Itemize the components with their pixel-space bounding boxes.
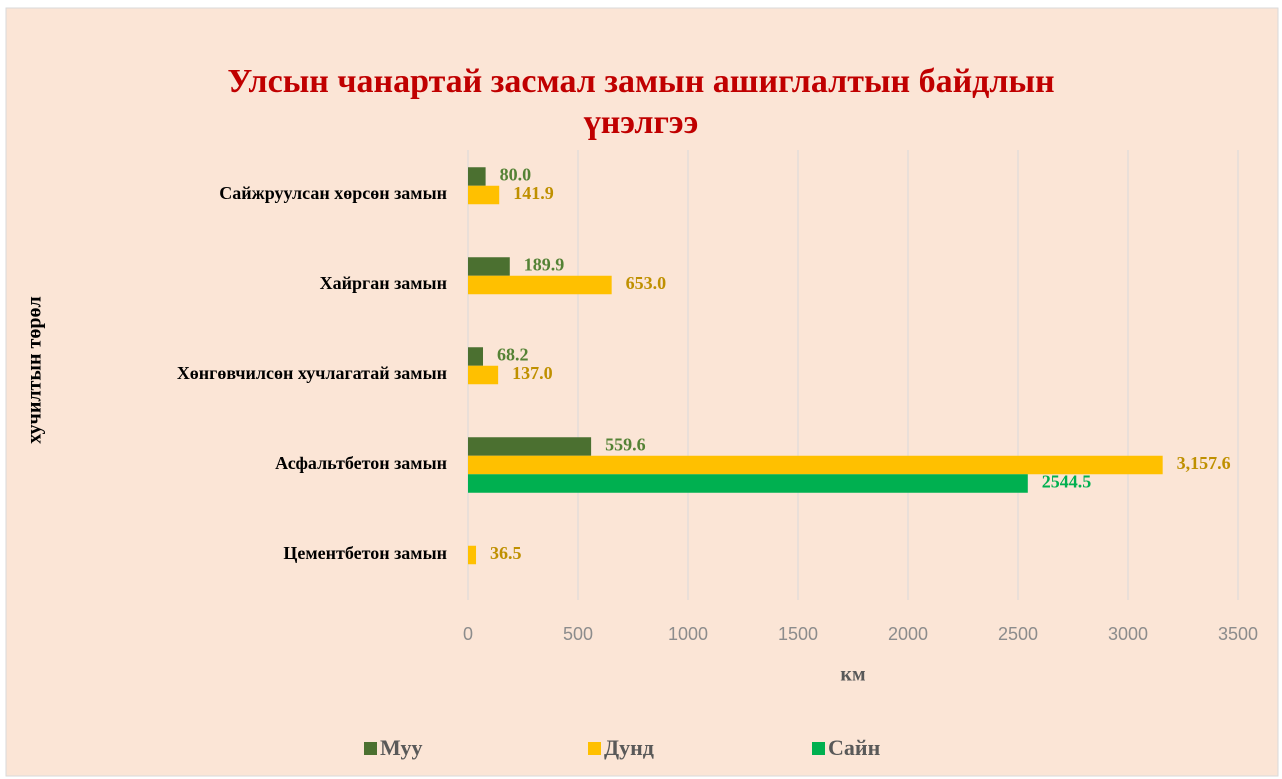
data-label: 141.9	[513, 183, 554, 203]
y-tick-label: Хайрган замын	[320, 273, 447, 293]
data-label: 80.0	[500, 165, 531, 185]
bar	[468, 275, 612, 295]
data-label: 68.2	[497, 345, 529, 365]
data-label: 36.5	[490, 543, 522, 563]
legend-swatch	[364, 742, 377, 755]
x-tick-label: 3500	[1218, 624, 1258, 644]
chart-title: Улсын чанартай засмал замын ашиглалтын б…	[227, 63, 1054, 141]
y-tick-label: Сайжруулсан хөрсөн замын	[219, 183, 447, 203]
bar	[468, 185, 500, 205]
bar	[468, 545, 477, 565]
y-axis-title: хучилтын төрөл	[24, 296, 46, 443]
x-axis-title: км	[840, 664, 865, 686]
x-tick-label: 2000	[888, 624, 928, 644]
bar	[468, 167, 486, 186]
x-tick-label: 2500	[998, 624, 1038, 644]
bar	[468, 474, 1028, 493]
y-tick-label: Асфальтбетон замын	[275, 453, 447, 473]
data-label: 559.6	[605, 435, 646, 455]
legend-label: Дунд	[604, 735, 654, 760]
data-label: 189.9	[524, 255, 565, 275]
x-tick-label: 1000	[668, 624, 708, 644]
legend-swatch	[812, 742, 825, 755]
y-tick-label: Хөнгөвчилсөн хучлагатай замын	[177, 363, 447, 383]
x-tick-label: 3000	[1108, 624, 1148, 644]
bar	[468, 347, 484, 366]
data-label: 137.0	[512, 363, 553, 383]
x-tick-label: 500	[563, 624, 593, 644]
data-label: 2544.5	[1042, 472, 1092, 492]
data-label: 653.0	[626, 273, 667, 293]
legend-swatch	[588, 742, 601, 755]
legend-label: Муу	[380, 735, 422, 760]
bar	[468, 257, 510, 276]
x-tick-label: 0	[463, 624, 473, 644]
y-tick-label: Цементбетон замын	[283, 543, 447, 563]
chart-background	[5, 7, 1279, 777]
x-tick-label: 1500	[778, 624, 818, 644]
bar	[468, 437, 592, 456]
bar	[468, 455, 1163, 475]
bar	[468, 365, 499, 385]
data-label: 3,157.6	[1177, 453, 1231, 473]
legend-label: Сайн	[828, 735, 881, 760]
